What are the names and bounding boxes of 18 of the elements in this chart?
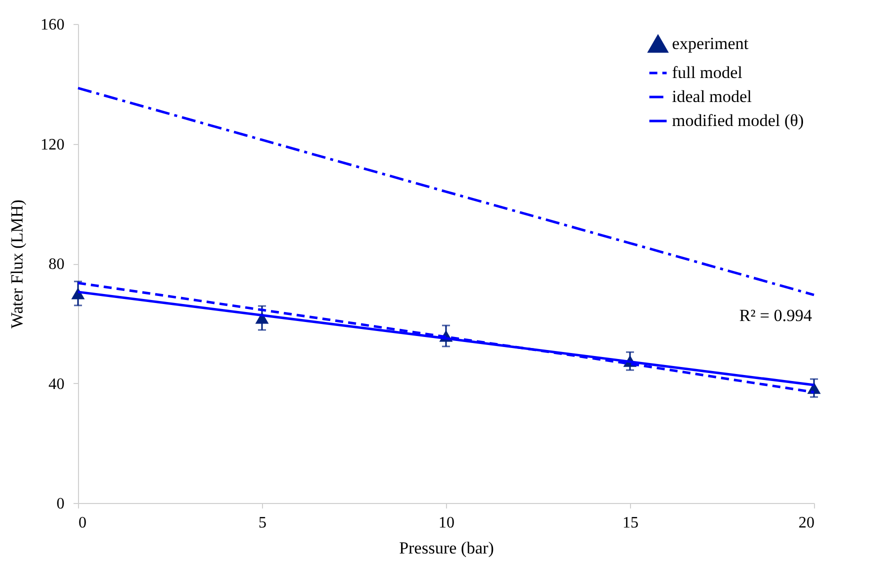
line-series [76,86,816,296]
x-tick-label: 5 [258,514,266,532]
legend-label: ideal model [672,87,752,106]
x-tick-label: 20 [798,514,814,532]
y-axis-title: Water Flux (LMH) [8,200,26,328]
x-tick-label: 10 [438,514,454,532]
y-tick-label: 80 [48,256,64,273]
y-tick-label: 120 [40,136,64,154]
x-axis-title: Pressure (bar) [399,538,494,558]
y-tick-label: 160 [40,16,64,34]
x-tick-label: 0 [78,514,86,532]
legend-label: experiment [672,34,749,53]
y-tick-label: 0 [56,496,64,512]
x-tick-label: 15 [622,514,638,532]
annotation: R² = 0.994 [739,306,812,326]
legend-label: modified model (θ) [672,111,804,130]
legend-label: full model [672,63,743,82]
y-tick-label: 40 [48,376,64,393]
